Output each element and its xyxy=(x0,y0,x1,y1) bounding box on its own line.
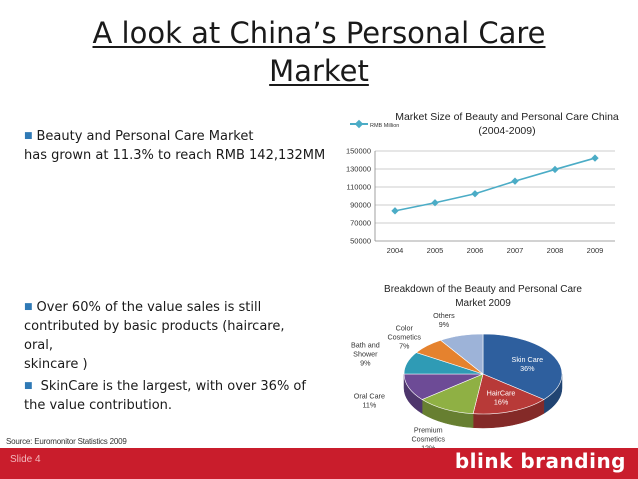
bullet-text-line: skincare ) xyxy=(24,357,88,372)
pie-slice-label: 9% xyxy=(439,320,450,329)
bullet-basic-products: ■ Over 60% of the value sales is still co… xyxy=(24,298,314,374)
bullet-skincare: ■ SkinCare is the largest, with over 36%… xyxy=(24,377,314,415)
pie-slice-label: 7% xyxy=(399,342,410,351)
bullet-text-line: Beauty and Personal Care Market xyxy=(36,129,254,144)
pie-slice-label: 36% xyxy=(520,364,535,373)
pie-slice-label: Color xyxy=(396,324,414,333)
market-size-line-chart: Market Size of Beauty and Personal Care … xyxy=(346,111,619,255)
data-point xyxy=(511,177,519,185)
pie-slice-label: Cosmetics xyxy=(387,333,421,342)
data-point xyxy=(471,190,479,198)
brand-logo: blink branding xyxy=(454,449,626,473)
line-chart-title-line1: Market Size of Beauty and Personal Care … xyxy=(395,111,619,123)
source-note: Source: Euromonitor Statistics 2009 xyxy=(6,437,127,446)
slide-title-line1: A look at China’s Personal Care xyxy=(92,16,546,50)
bullet-text-line: the value contribution. xyxy=(24,398,173,413)
bullet-square-icon: ■ xyxy=(24,131,33,141)
x-tick-label: 2007 xyxy=(507,246,524,255)
pie-slice-label: 11% xyxy=(362,400,376,409)
pie-slice-label: Oral Care xyxy=(354,391,385,400)
pie-slice-label: HairCare xyxy=(487,389,516,398)
x-tick-label: 2006 xyxy=(467,246,484,255)
slide-title-line2: Market xyxy=(269,54,369,88)
pie-chart-title-line2: Market 2009 xyxy=(455,298,511,309)
bullet-market-growth: ■ Beauty and Personal Care Market has gro… xyxy=(24,127,344,165)
data-point xyxy=(551,165,559,174)
pie-slice-label: Cosmetics xyxy=(411,434,445,443)
pie-chart-title-line1: Breakdown of the Beauty and Personal Car… xyxy=(384,284,582,295)
y-tick-label: 130000 xyxy=(346,165,371,174)
slide-number: Slide 4 xyxy=(10,454,41,465)
line-chart-legend: RMB Million xyxy=(350,119,399,129)
x-tick-label: 2004 xyxy=(387,246,404,255)
bullet-text-line: Over 60% of the value sales is still xyxy=(36,300,262,315)
pie-slice xyxy=(440,333,484,375)
data-point xyxy=(431,199,439,207)
legend-series-label: RMB Million xyxy=(370,123,399,129)
pie-slice-label: 9% xyxy=(360,358,371,367)
x-tick-label: 2008 xyxy=(547,246,564,255)
pie-slice xyxy=(472,373,545,415)
pie-slice-label: Shower xyxy=(353,349,378,358)
bullet-text-line: has grown at 11.3% to reach RMB 142,132M… xyxy=(24,148,326,163)
y-tick-label: 110000 xyxy=(347,183,371,192)
data-point xyxy=(391,207,399,215)
legend-diamond-marker xyxy=(354,119,364,129)
bullet-square-icon: ■ xyxy=(24,381,33,391)
bullet-text-line: contributed by basic products (haircare,… xyxy=(24,319,285,353)
y-tick-label: 150000 xyxy=(346,147,371,156)
line-chart-title-line2: (2004-2009) xyxy=(478,125,535,137)
bullet-text-line: SkinCare is the largest, with over 36% o… xyxy=(36,379,306,394)
pie-slice-label: Premium xyxy=(414,425,443,434)
pie-slice-label: 12% xyxy=(421,443,436,452)
bullet-square-icon: ■ xyxy=(24,302,33,312)
footer-bar xyxy=(0,448,638,479)
pie-slice xyxy=(482,333,563,400)
y-tick-label: 70000 xyxy=(350,219,371,228)
pie-slice xyxy=(421,373,484,415)
x-tick-label: 2009 xyxy=(587,246,604,255)
series-line xyxy=(394,157,596,212)
pie-slice-label: 16% xyxy=(494,398,509,407)
pie-slice-label: Skin Care xyxy=(512,355,544,364)
y-tick-label: 50000 xyxy=(350,237,371,246)
x-tick-label: 2005 xyxy=(427,246,444,255)
slide-title: A look at China’s Personal Care Market xyxy=(0,14,638,90)
data-point xyxy=(591,154,599,162)
y-tick-label: 90000 xyxy=(350,201,371,210)
pie-slice-label: Bath and xyxy=(351,340,380,349)
market-breakdown-pie-chart: Breakdown of the Beauty and Personal Car… xyxy=(351,284,582,452)
pie-slice-label: Others xyxy=(433,311,455,320)
